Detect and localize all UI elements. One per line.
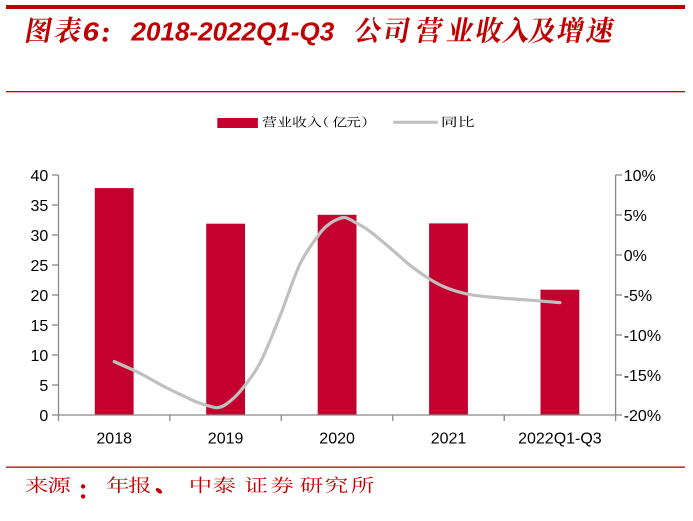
svg-text:5%: 5% bbox=[624, 208, 647, 225]
svg-text:25: 25 bbox=[31, 258, 49, 275]
svg-text:2019: 2019 bbox=[208, 430, 244, 447]
svg-text:5: 5 bbox=[39, 378, 48, 395]
svg-text:2020: 2020 bbox=[319, 430, 355, 447]
svg-text:-10%: -10% bbox=[624, 328, 661, 345]
svg-text:0: 0 bbox=[39, 408, 48, 425]
svg-text:2018: 2018 bbox=[96, 430, 132, 447]
svg-text:15: 15 bbox=[31, 318, 49, 335]
svg-text:40: 40 bbox=[31, 168, 49, 185]
svg-text:2021: 2021 bbox=[431, 430, 467, 447]
svg-text:2022Q1-Q3: 2022Q1-Q3 bbox=[518, 430, 602, 447]
svg-text:0%: 0% bbox=[624, 248, 647, 265]
svg-text:2018-2022Q1-Q3: 2018-2022Q1-Q3 bbox=[130, 16, 334, 46]
svg-text:6: 6 bbox=[83, 16, 100, 46]
svg-text:10: 10 bbox=[31, 348, 49, 365]
svg-text:20: 20 bbox=[31, 288, 49, 305]
svg-text:10%: 10% bbox=[624, 168, 656, 185]
svg-text:-20%: -20% bbox=[624, 408, 661, 425]
svg-text:35: 35 bbox=[31, 198, 49, 215]
svg-text:30: 30 bbox=[31, 228, 49, 245]
svg-text:-5%: -5% bbox=[624, 288, 652, 305]
svg-text:-15%: -15% bbox=[624, 368, 661, 385]
